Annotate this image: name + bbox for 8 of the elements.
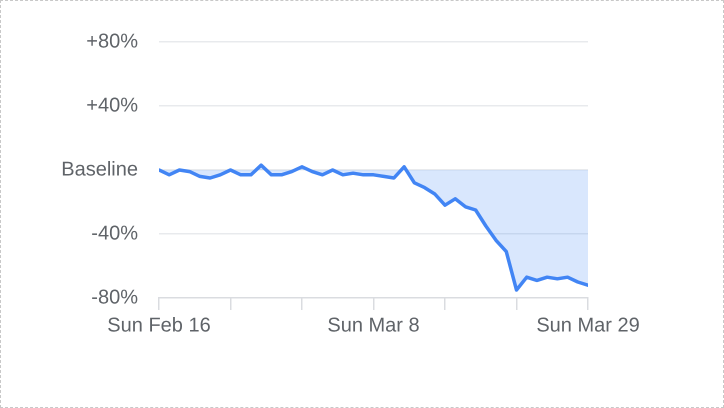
y-tick-label: +40% (86, 94, 138, 117)
y-tick-label: -40% (91, 222, 138, 245)
x-tick-label: Sun Mar 29 (536, 314, 640, 337)
y-tick-label: +80% (86, 30, 138, 53)
y-tick-label: -80% (91, 286, 138, 309)
x-tick-label: Sun Mar 8 (327, 314, 420, 337)
y-tick-label: Baseline (61, 158, 138, 181)
x-tick-label: Sun Feb 16 (107, 314, 211, 337)
